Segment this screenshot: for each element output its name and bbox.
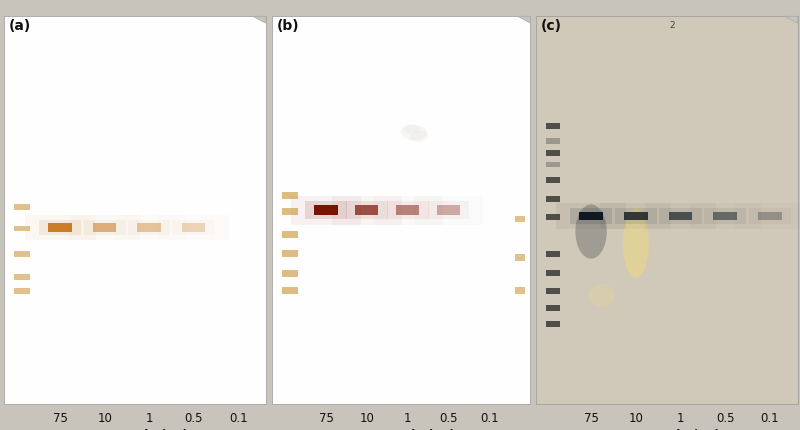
Ellipse shape	[588, 284, 614, 307]
Text: (c): (c)	[541, 19, 562, 33]
Text: 0.1: 0.1	[761, 411, 779, 424]
Text: Src protein (ng): Src protein (ng)	[82, 428, 187, 430]
Bar	[669, 212, 692, 221]
Text: (a): (a)	[9, 19, 31, 33]
Text: 2: 2	[670, 21, 675, 30]
Bar	[704, 209, 746, 224]
Text: 0.5: 0.5	[439, 411, 458, 424]
Bar	[546, 139, 560, 144]
Bar	[83, 221, 126, 236]
Bar	[282, 231, 298, 238]
Text: 10: 10	[628, 411, 643, 424]
Bar	[49, 224, 72, 232]
Bar	[515, 255, 526, 261]
Bar	[556, 204, 626, 229]
Bar	[546, 150, 560, 157]
Bar	[314, 206, 338, 215]
Bar	[282, 270, 298, 277]
Bar	[546, 215, 560, 220]
Text: 75: 75	[53, 411, 68, 424]
Bar	[396, 206, 419, 215]
Bar	[291, 196, 361, 225]
Bar	[427, 202, 470, 219]
Text: 0.5: 0.5	[185, 411, 203, 424]
Polygon shape	[518, 17, 530, 24]
Bar	[546, 178, 560, 184]
Bar	[437, 206, 460, 215]
Bar	[546, 270, 560, 276]
Bar	[138, 224, 161, 232]
Polygon shape	[253, 17, 266, 24]
Bar	[346, 202, 388, 219]
Bar	[601, 204, 671, 229]
Bar	[546, 305, 560, 311]
Bar	[182, 224, 206, 232]
Bar	[546, 123, 560, 129]
Bar	[282, 288, 298, 295]
Bar	[305, 202, 347, 219]
Bar	[515, 288, 526, 294]
Bar	[158, 215, 229, 241]
Bar	[173, 221, 215, 236]
Ellipse shape	[410, 132, 428, 143]
Bar	[570, 209, 612, 224]
Text: 1: 1	[404, 411, 411, 424]
Bar	[14, 288, 30, 294]
Text: Src protein (ng): Src protein (ng)	[349, 428, 454, 430]
Bar	[272, 17, 530, 404]
Bar	[332, 196, 402, 225]
Bar	[614, 209, 657, 224]
Text: 75: 75	[318, 411, 334, 424]
Bar	[546, 251, 560, 257]
Text: 10: 10	[359, 411, 374, 424]
Bar	[579, 212, 603, 221]
Bar	[690, 204, 761, 229]
Bar	[14, 205, 30, 211]
Polygon shape	[785, 17, 798, 24]
Bar	[646, 204, 716, 229]
Bar	[25, 215, 95, 241]
Bar	[659, 209, 702, 224]
Bar	[14, 274, 30, 280]
Text: 1: 1	[146, 411, 153, 424]
Bar	[355, 206, 378, 215]
Bar	[4, 17, 266, 404]
Text: 0.1: 0.1	[480, 411, 498, 424]
Bar	[734, 204, 800, 229]
Bar	[749, 209, 791, 224]
Text: 0.5: 0.5	[716, 411, 734, 424]
Bar	[386, 202, 429, 219]
Bar	[114, 215, 185, 241]
Bar	[70, 215, 140, 241]
Text: 0.1: 0.1	[229, 411, 247, 424]
Ellipse shape	[575, 205, 606, 259]
Bar	[546, 162, 560, 168]
Ellipse shape	[622, 209, 649, 279]
Bar	[546, 321, 560, 327]
Bar	[536, 17, 798, 404]
Text: 75: 75	[584, 411, 598, 424]
Bar	[758, 212, 782, 221]
Ellipse shape	[403, 125, 419, 134]
Bar	[414, 196, 483, 225]
Bar	[128, 221, 170, 236]
Bar	[714, 212, 737, 221]
Bar	[373, 196, 442, 225]
Bar	[39, 221, 82, 236]
Text: (b): (b)	[277, 19, 299, 33]
Bar	[624, 212, 647, 221]
Bar	[282, 193, 298, 200]
Ellipse shape	[401, 126, 427, 141]
Bar	[93, 224, 117, 232]
Bar	[14, 251, 30, 257]
Bar	[515, 216, 526, 222]
Bar	[546, 288, 560, 294]
Bar	[282, 208, 298, 215]
Text: Src protein (ng): Src protein (ng)	[614, 428, 719, 430]
Text: 1: 1	[677, 411, 684, 424]
Bar	[282, 251, 298, 258]
Bar	[14, 226, 30, 232]
Text: 10: 10	[98, 411, 112, 424]
Bar	[546, 197, 560, 203]
